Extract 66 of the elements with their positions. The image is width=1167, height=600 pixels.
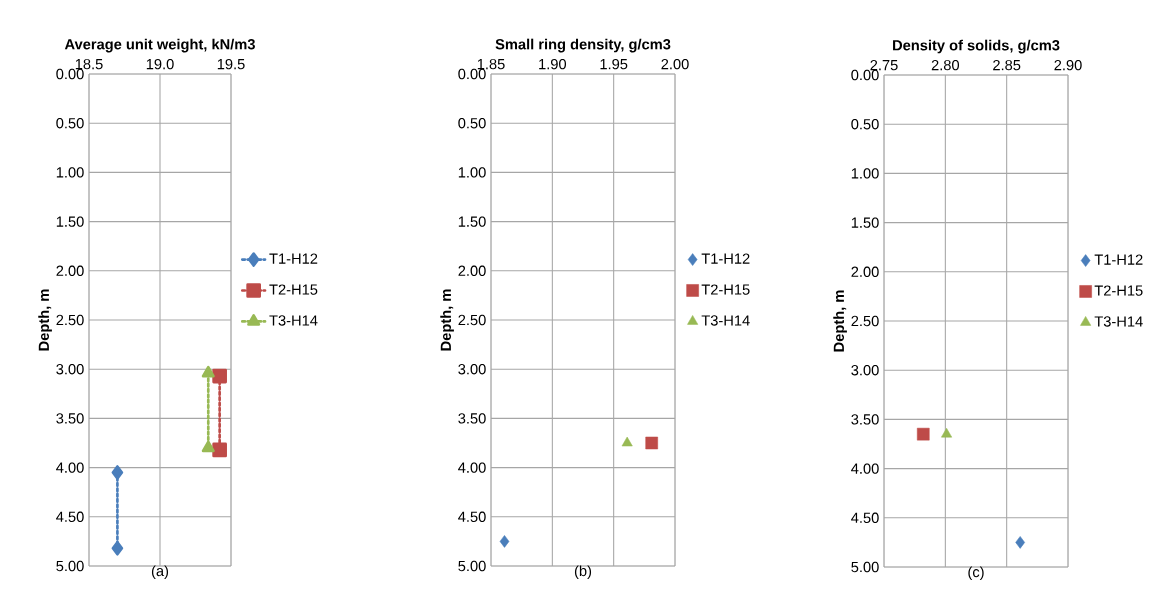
y-tick-label: 2.50 — [851, 315, 879, 327]
x-tick-label: 1.90 — [539, 58, 567, 70]
y-tick-label: 0.50 — [851, 119, 879, 130]
legend-label: T3-H14 — [269, 315, 318, 326]
y-tick-label: 2.00 — [56, 265, 84, 276]
legend-label: T3-H14 — [1094, 316, 1143, 327]
y-tick-label: 4.00 — [56, 462, 84, 473]
legend-label: T2-H15 — [1094, 285, 1143, 296]
y-tick-label: 1.00 — [458, 167, 486, 178]
y-tick-label: 4.50 — [851, 512, 879, 523]
y-tick-label: 1.50 — [458, 216, 486, 227]
x-tick-label: 19.0 — [146, 58, 174, 70]
x-tick-label: 1.85 — [477, 58, 505, 70]
y-tick-label: 0.00 — [458, 68, 486, 80]
text: (a) — [151, 565, 169, 580]
y-tick-label: 4.50 — [56, 511, 84, 522]
legend-label: T2-H15 — [269, 284, 318, 295]
y-axis-title: Depth, m — [38, 289, 52, 351]
text: (c) — [968, 566, 984, 581]
legend-label: T3-H14 — [701, 315, 750, 326]
y-tick-label: 5.00 — [458, 560, 486, 572]
y-tick-label: 1.00 — [56, 167, 84, 178]
x-tick-label: 2.75 — [870, 59, 898, 71]
y-tick-label: 3.50 — [851, 414, 879, 425]
y-tick-label: 3.00 — [851, 365, 879, 376]
y-tick-label: 0.50 — [458, 118, 486, 129]
legend-label: T1-H12 — [1094, 254, 1143, 265]
y-axis-title: Depth, m — [833, 290, 847, 352]
x-axis-title: Density of solids, g/cm3 — [893, 39, 1060, 54]
y-tick-label: 4.00 — [458, 462, 486, 473]
x-tick-label: 2.90 — [1054, 59, 1082, 71]
point — [111, 540, 124, 556]
y-tick-label: 3.00 — [56, 364, 84, 375]
y-tick-label: 2.50 — [458, 314, 486, 326]
x-tick-label: 1.95 — [600, 58, 628, 70]
x-tick-label: 18.5 — [75, 58, 103, 70]
y-tick-label: 2.00 — [851, 266, 879, 277]
y-tick-label: 3.00 — [458, 364, 486, 375]
y-tick-label: 0.00 — [56, 68, 84, 80]
y-tick-label: 0.50 — [56, 118, 84, 129]
x-tick-label: 2.85 — [993, 59, 1021, 71]
y-tick-label: 1.50 — [851, 217, 879, 228]
x-tick-label: 2.80 — [931, 59, 960, 71]
y-tick-label: 5.00 — [56, 560, 84, 572]
x-tick-label: 19.5 — [217, 58, 245, 70]
point — [212, 442, 227, 458]
x-axis-title: Small ring density, g/cm3 — [495, 38, 671, 53]
x-tick-label: 2.00 — [661, 58, 689, 70]
y-tick-label: 2.00 — [458, 265, 486, 276]
y-tick-label: 3.50 — [56, 413, 84, 424]
y-tick-label: 4.00 — [851, 463, 879, 474]
legend-label: T1-H12 — [269, 253, 318, 264]
y-tick-label: 5.00 — [851, 561, 879, 573]
point — [212, 368, 227, 384]
x-axis-title: Average unit weight, kN/m3 — [64, 38, 255, 53]
text: (b) — [574, 565, 592, 580]
y-tick-label: 1.00 — [851, 168, 879, 179]
y-tick-label: 3.50 — [458, 413, 486, 424]
legend-label: T1-H12 — [701, 253, 750, 264]
y-tick-label: 0.00 — [851, 69, 879, 81]
y-tick-label: 1.50 — [56, 216, 84, 227]
y-tick-label: 2.50 — [56, 314, 84, 326]
y-tick-label: 4.50 — [458, 511, 486, 522]
y-axis-title: Depth, m — [440, 289, 454, 351]
point — [111, 465, 124, 480]
legend-label: T2-H15 — [701, 284, 750, 295]
